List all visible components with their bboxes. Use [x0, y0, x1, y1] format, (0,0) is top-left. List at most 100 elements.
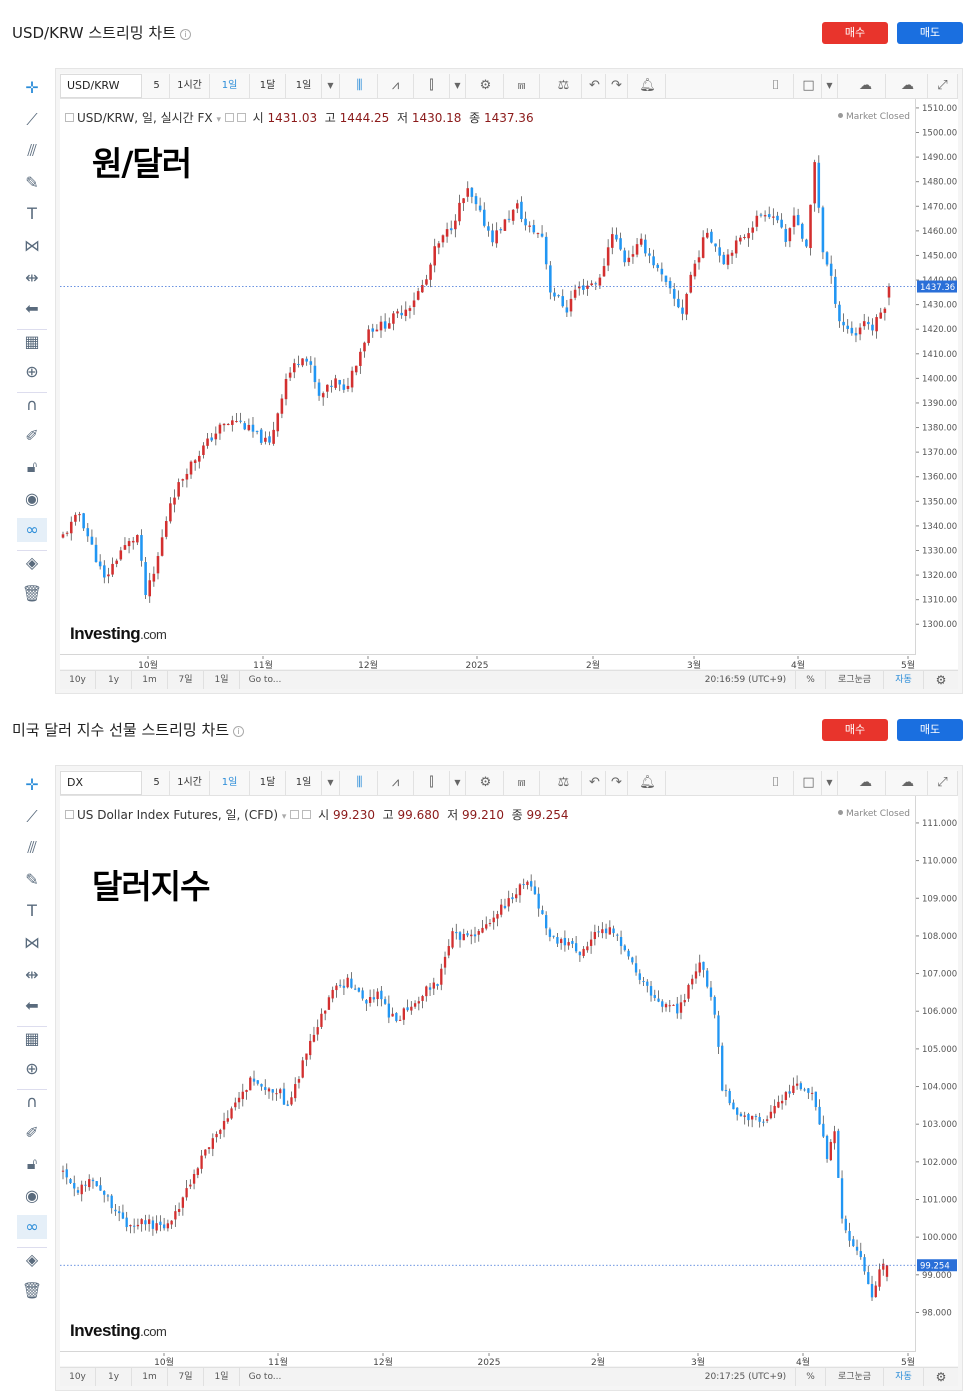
measure-icon[interactable]: ⇹: [25, 964, 39, 984]
redo-icon[interactable]: ↷: [606, 771, 628, 795]
trash-icon[interactable]: 🗑︎: [21, 583, 43, 603]
percent-toggle[interactable]: %: [796, 1368, 826, 1386]
buy-button[interactable]: 매수: [822, 22, 888, 44]
back-arrow-icon[interactable]: ⬅: [25, 299, 39, 319]
fullscreen-icon[interactable]: ⤢: [928, 771, 958, 795]
interval-dropdown-icon[interactable]: ▼: [322, 74, 340, 98]
goto-button[interactable]: Go to...: [248, 1372, 282, 1382]
info-icon[interactable]: i: [179, 29, 191, 40]
settings-icon[interactable]: ⚙: [468, 74, 504, 98]
legend-collapse-icon[interactable]: [65, 810, 74, 819]
y-axis[interactable]: 111.000 110.000 109.000 108.000 107.000 106.0…: [916, 796, 958, 1352]
symbol-input[interactable]: USD/KRW: [60, 74, 142, 98]
eye-icon[interactable]: ◉: [25, 488, 39, 508]
legend-dropdown-icon[interactable]: ▾: [216, 115, 221, 125]
brush-icon[interactable]: ✎: [25, 869, 39, 889]
sell-button[interactable]: 매도: [897, 719, 963, 741]
layers-icon[interactable]: ◈: [17, 1246, 47, 1271]
log-toggle[interactable]: 로그눈금: [826, 1368, 884, 1386]
cloud-load-icon[interactable]: ☁: [846, 74, 886, 98]
range-7d[interactable]: 7일: [168, 671, 204, 689]
area-chart-icon[interactable]: ⩘: [378, 74, 414, 98]
magnet-icon[interactable]: ∩: [17, 391, 47, 416]
zoom-icon[interactable]: ⊕: [25, 1059, 39, 1079]
interval-1d-b[interactable]: 1일: [286, 771, 322, 795]
interval-5[interactable]: 5: [144, 771, 170, 795]
layout-icon[interactable]: □: [796, 74, 822, 98]
range-1m[interactable]: 1m: [132, 1368, 168, 1386]
undo-icon[interactable]: ↶: [584, 74, 606, 98]
interval-dropdown-icon[interactable]: ▼: [322, 771, 340, 795]
percent-toggle[interactable]: %: [796, 671, 826, 689]
legend-dropdown-icon[interactable]: ▾: [281, 812, 287, 822]
settings-icon[interactable]: ⚙: [468, 771, 504, 795]
range-10y[interactable]: 10y: [60, 671, 96, 689]
interval-1h[interactable]: 1시간: [170, 771, 210, 795]
trendline-icon[interactable]: ⟋: [26, 109, 38, 129]
compare-icon[interactable]: ⚖: [546, 74, 582, 98]
range-1m[interactable]: 1m: [132, 671, 168, 689]
undo-icon[interactable]: ↶: [584, 771, 606, 795]
interval-1d-b[interactable]: 1일: [286, 74, 322, 98]
chart-type-dropdown-icon[interactable]: ▼: [450, 74, 466, 98]
legend-hide-icon[interactable]: [224, 113, 234, 122]
crosshair-icon[interactable]: ✛: [25, 775, 39, 794]
auto-toggle[interactable]: 자동: [884, 671, 924, 689]
goto-button[interactable]: Go to...: [248, 675, 282, 685]
magnet-icon[interactable]: ∩: [17, 1088, 47, 1113]
redo-icon[interactable]: ↷: [606, 74, 628, 98]
fib-icon[interactable]: ⫻: [27, 838, 37, 858]
ruler-icon[interactable]: ▦: [17, 328, 47, 353]
link-icon[interactable]: ∞: [17, 1215, 47, 1240]
camera-icon[interactable]: ⌷: [758, 771, 794, 795]
trash-icon[interactable]: 🗑︎: [21, 1280, 43, 1300]
lock-icon[interactable]: 🔓︎: [26, 457, 38, 477]
symbol-input[interactable]: DX: [60, 771, 142, 795]
crosshair-icon[interactable]: ✛: [25, 78, 39, 97]
alert-icon[interactable]: 🔔︎: [630, 771, 666, 795]
measure-icon[interactable]: ⇹: [25, 267, 39, 287]
pattern-icon[interactable]: ⋈: [24, 235, 40, 255]
legend-collapse-icon[interactable]: [65, 113, 74, 122]
interval-5[interactable]: 5: [144, 74, 170, 98]
layers-icon[interactable]: ◈: [17, 549, 47, 574]
auto-toggle[interactable]: 자동: [884, 1368, 924, 1386]
range-1y[interactable]: 1y: [96, 1368, 132, 1386]
indicators-icon[interactable]: ⩎: [504, 771, 540, 795]
bottom-settings-icon[interactable]: ⚙: [935, 673, 947, 687]
cloud-load-icon[interactable]: ☁: [846, 771, 886, 795]
info-icon[interactable]: i: [233, 726, 245, 737]
bars-icon[interactable]: ⫿: [414, 771, 450, 795]
layout-icon[interactable]: □: [796, 771, 822, 795]
interval-1h[interactable]: 1시간: [170, 74, 210, 98]
fullscreen-icon[interactable]: ⤢: [928, 74, 958, 98]
sell-button[interactable]: 매도: [897, 22, 963, 44]
area-chart-icon[interactable]: ⩘: [378, 771, 414, 795]
buy-button[interactable]: 매수: [822, 719, 888, 741]
chart-area[interactable]: US Dollar Index Futures, 일, (CFD) ▾ 시 99…: [60, 796, 916, 1352]
cloud-save-icon[interactable]: ☁: [888, 74, 928, 98]
back-arrow-icon[interactable]: ⬅: [25, 996, 39, 1016]
fib-icon[interactable]: ⫻: [27, 141, 37, 161]
candles-icon[interactable]: ⫼: [342, 74, 378, 98]
lock-drawing-icon[interactable]: ✐: [25, 425, 39, 445]
legend-hide-icon[interactable]: [290, 810, 300, 819]
cloud-save-icon[interactable]: ☁: [888, 771, 928, 795]
text-icon[interactable]: T: [27, 204, 37, 224]
layout-dropdown-icon[interactable]: ▼: [822, 771, 838, 795]
trendline-icon[interactable]: ⟋: [26, 806, 38, 826]
range-7d[interactable]: 7일: [168, 1368, 204, 1386]
chart-type-dropdown-icon[interactable]: ▼: [450, 771, 466, 795]
lock-drawing-icon[interactable]: ✐: [25, 1122, 39, 1142]
x-axis[interactable]: 10월 11월 12월 2025 2월 3월 4월 5월: [60, 1352, 958, 1368]
y-axis[interactable]: 1510.00 1500.00 1490.00 1480.00 1470.00 1460.…: [916, 99, 958, 655]
legend-settings-icon[interactable]: [236, 113, 246, 122]
eye-icon[interactable]: ◉: [25, 1185, 39, 1205]
brush-icon[interactable]: ✎: [25, 172, 39, 192]
alert-icon[interactable]: 🔔︎: [630, 74, 666, 98]
chart-area[interactable]: USD/KRW, 일, 실시간 FX ▾ 시 1431.03 고 1444.25…: [60, 99, 916, 655]
candles-icon[interactable]: ⫼: [342, 771, 378, 795]
lock-icon[interactable]: 🔓︎: [26, 1154, 38, 1174]
compare-icon[interactable]: ⚖: [546, 771, 582, 795]
text-icon[interactable]: T: [27, 901, 37, 921]
